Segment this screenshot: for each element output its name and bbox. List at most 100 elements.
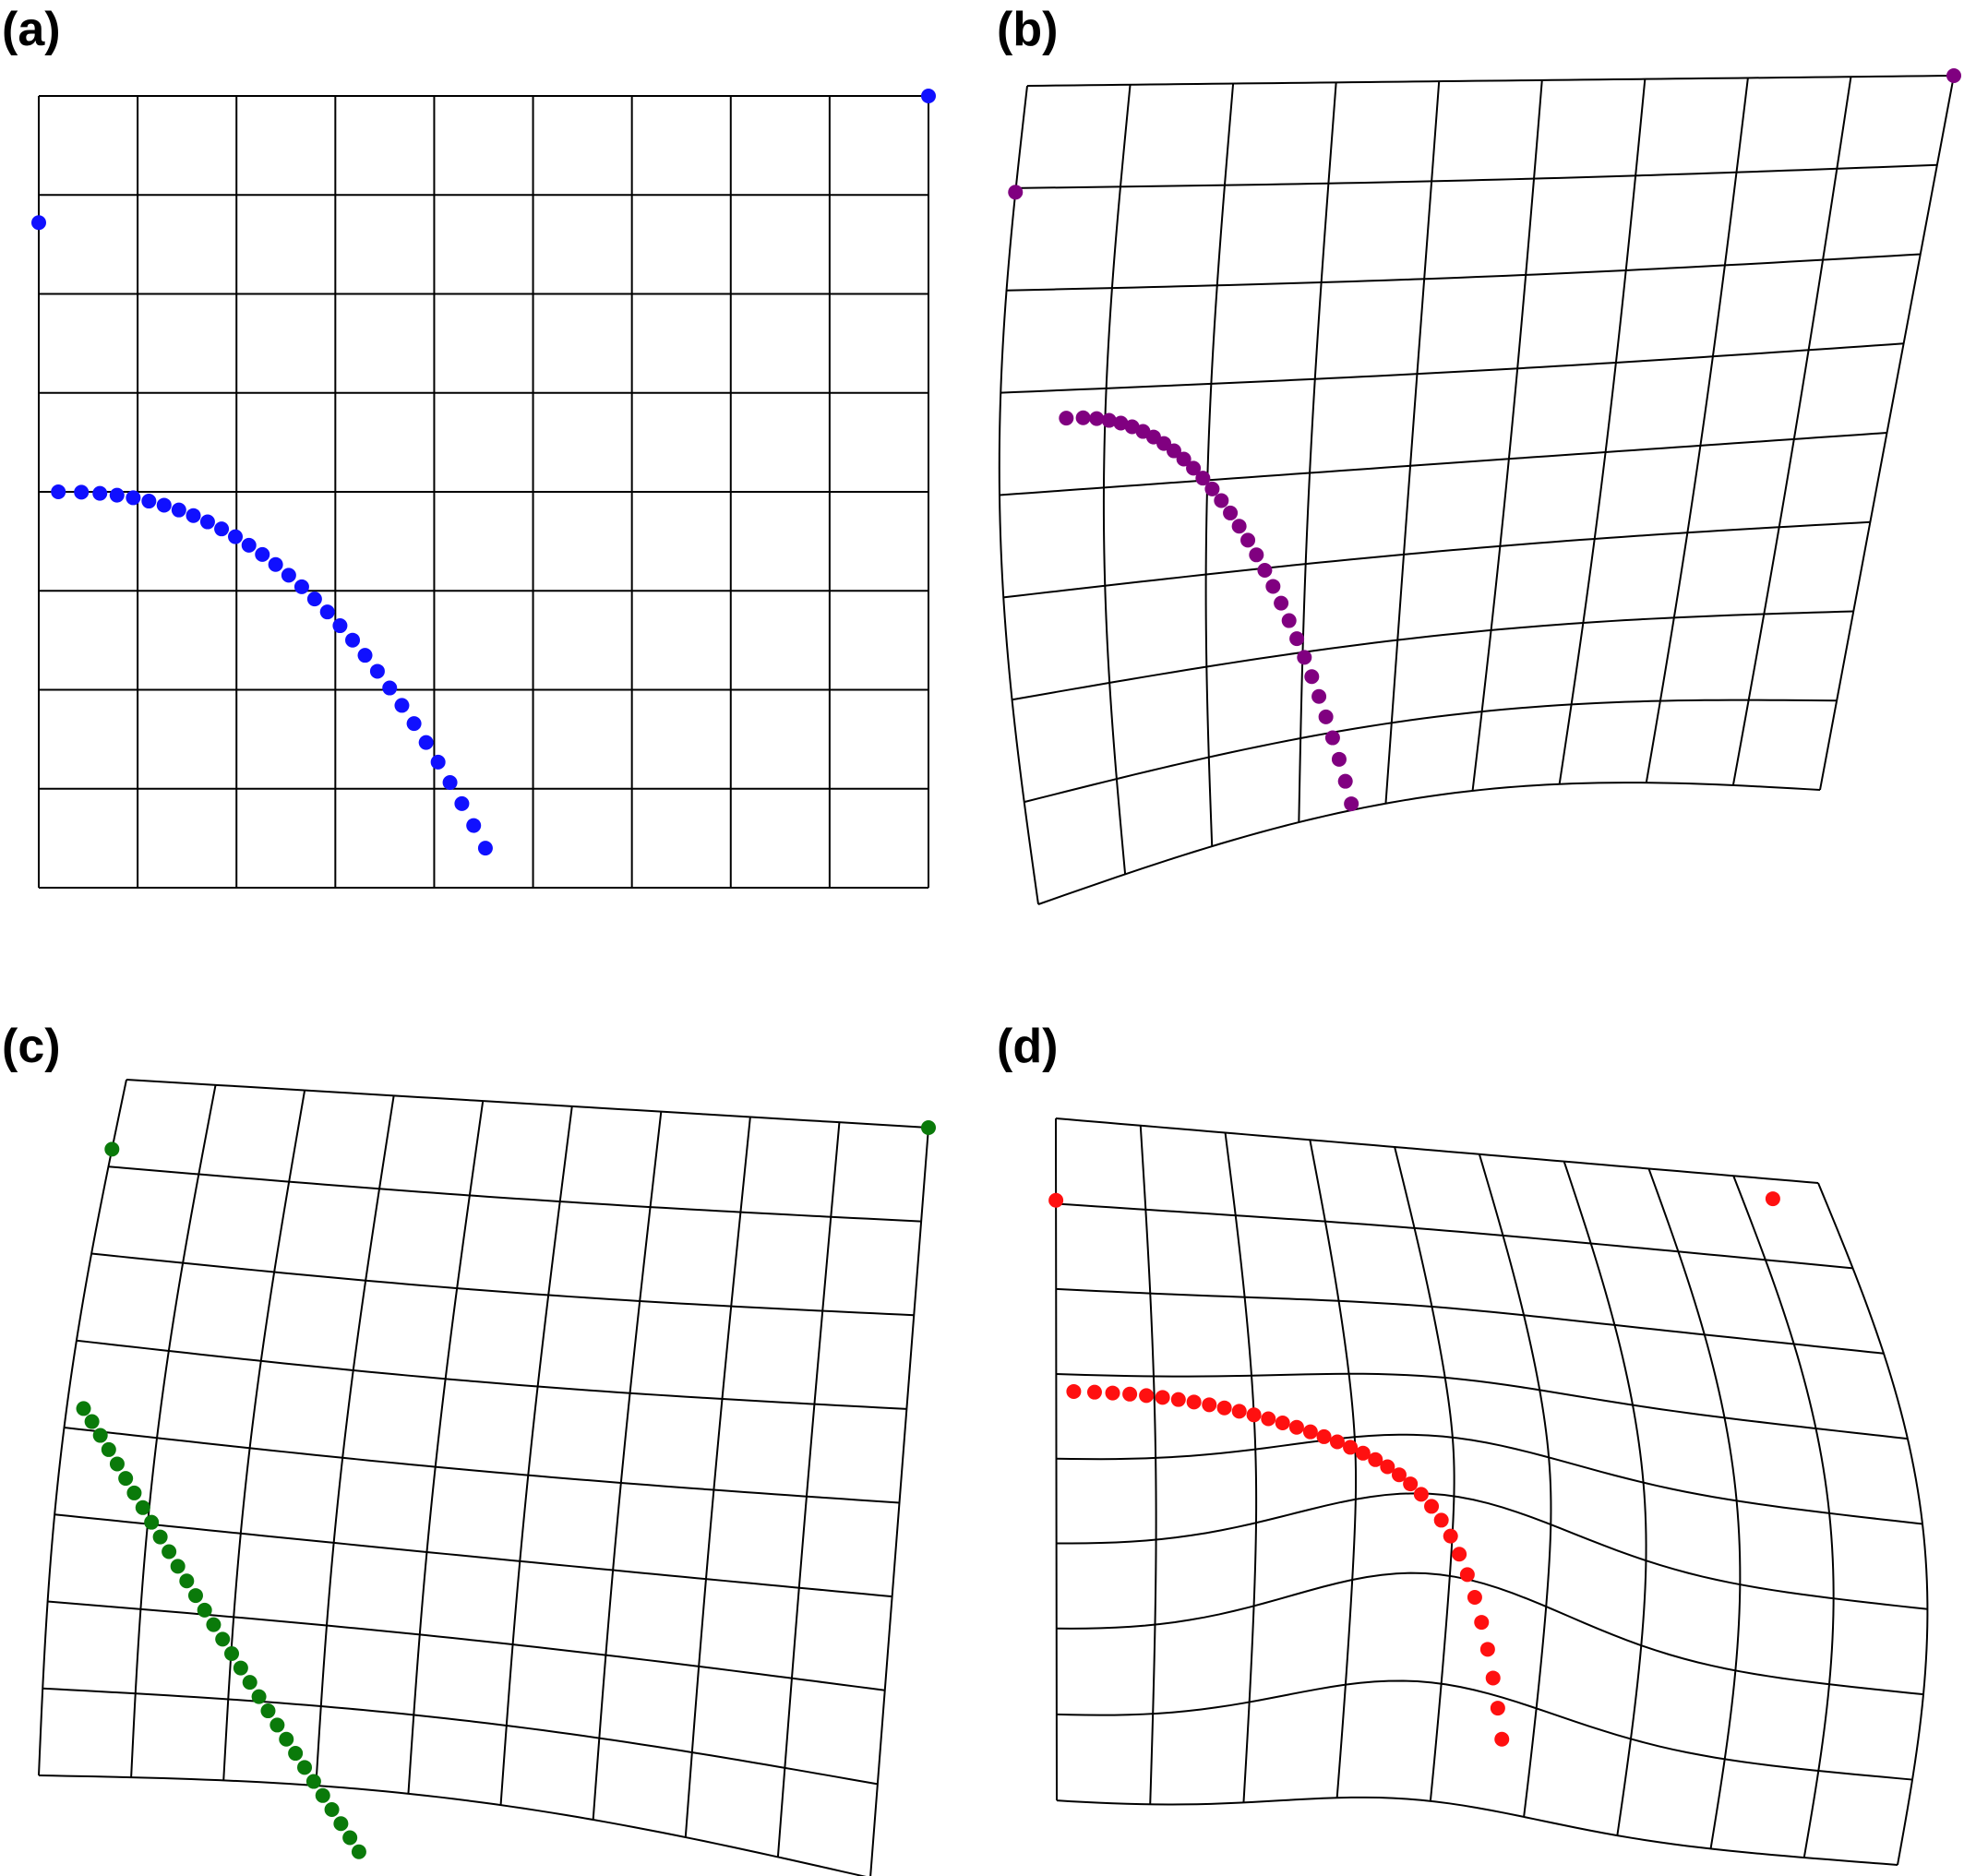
curve-marker [152,1529,168,1545]
panel-b-grid-column [1384,81,1441,804]
curve-marker [126,490,141,506]
curve-marker [141,494,157,509]
landmark-marker [31,215,46,231]
curve-marker [394,698,410,713]
panel-c-grid-row [126,1079,929,1129]
curve-marker [382,680,398,696]
curve-marker [92,1428,108,1443]
curve-marker [197,1602,212,1618]
panel-d-grid-column [1309,1140,1358,1798]
panel-c-grid-column [592,1111,663,1821]
curve-marker [1337,773,1353,789]
curve-marker [1413,1487,1429,1502]
panel-b-grid-column [998,85,1039,905]
panel-b-grid-row [1006,253,1921,292]
curve-marker [1170,1392,1186,1407]
curve-marker [430,754,446,770]
curve-marker [1089,411,1105,426]
curve-marker [333,1816,349,1832]
curve-marker [1059,411,1074,426]
panel-d-grid-row [1056,1287,1885,1355]
panel-c-grid-column [499,1105,573,1806]
panel-b-grid [998,75,1955,905]
panel-c-markers [76,1120,936,1859]
panel-d-grid [1055,1117,1929,1866]
curve-marker [454,795,470,811]
curve-marker [1459,1567,1475,1583]
panel-b-grid-row [1024,699,1838,804]
panel-c-grid-row [42,1687,879,1786]
curve-marker [279,1731,294,1747]
curve-marker [319,604,335,620]
curve-marker [224,1645,240,1661]
panel-b-grid-column [1298,82,1337,823]
curve-marker [1490,1701,1505,1716]
curve-marker [418,735,434,750]
curve-marker [1275,1415,1290,1430]
curve-marker [228,529,244,544]
panel-c-grid-row [91,1252,915,1317]
curve-marker [1433,1512,1449,1528]
curve-marker [477,841,493,856]
curve-marker [214,521,230,537]
panel-c-grid-column [776,1122,841,1858]
curve-marker [442,774,458,790]
landmark-marker [1765,1191,1780,1207]
panel-d-grid-column [1817,1182,1929,1866]
curve-marker [171,502,186,518]
curve-marker [1214,493,1229,508]
curve-marker [1086,1384,1102,1400]
curve-marker [1176,451,1192,467]
curve-marker [1443,1528,1458,1544]
curve-marker [260,1703,276,1719]
curve-marker [1403,1476,1419,1492]
curve-marker [1329,1434,1345,1450]
landmark-marker [1008,185,1024,200]
panel-d-grid-column [1224,1132,1258,1803]
curve-marker [215,1631,231,1647]
curve-marker [109,487,125,503]
curve-marker [170,1559,186,1574]
curve-marker [1304,669,1320,685]
curve-marker [186,508,201,523]
curve-marker [1485,1670,1501,1686]
curve-marker [406,716,422,732]
panel-d-grid-row [1056,1571,1924,1696]
panel-b-grid-row [1000,342,1904,394]
curve-marker [369,663,385,679]
curve-marker [1274,595,1289,611]
curve-marker [1380,1459,1395,1475]
curve-marker [1257,562,1273,578]
panel-c-grid-column [407,1100,485,1794]
curve-marker [1344,796,1359,812]
curve-marker [76,1401,91,1416]
panel-c-grid-column [869,1127,929,1876]
curve-marker [1204,481,1220,496]
panel-label-c: (c) [2,1020,61,1073]
panel-a-markers [31,89,936,856]
curve-marker [241,537,257,553]
panel-b-grid-column [1819,75,1955,791]
panel-d-grid-row [1055,1117,1819,1184]
landmark-marker [921,89,936,103]
panel-a-grid [38,95,929,889]
panel-d-grid-column [1478,1153,1552,1818]
panel-b-grid-row [1015,163,1937,189]
panel-d-grid-column [1055,1117,1058,1801]
curve-marker [1231,519,1247,534]
curve-marker [1223,505,1239,520]
curve-marker [1240,532,1256,548]
curve-marker [1186,1394,1202,1410]
curve-marker [324,1802,340,1818]
curve-marker [293,579,309,594]
curve-marker [1302,1424,1318,1440]
panel-d-grid-row [1056,1202,1853,1270]
curve-marker [156,497,172,513]
curve-marker [1186,460,1202,476]
panel-d-grid-row [1056,1492,1928,1610]
curve-marker [109,1456,125,1472]
curve-marker [233,1660,248,1676]
curve-marker [1195,471,1211,486]
curve-marker [342,1830,358,1846]
